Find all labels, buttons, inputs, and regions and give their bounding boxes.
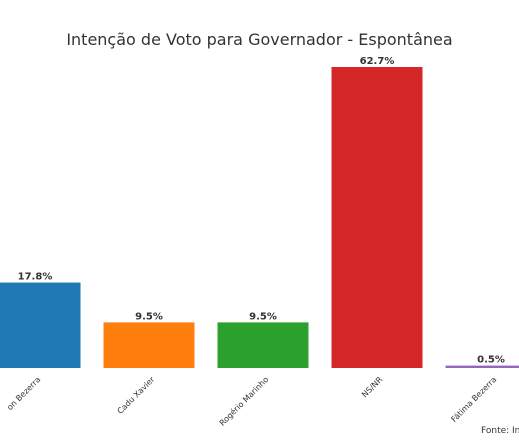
bar-2	[217, 322, 309, 368]
bar-1	[103, 322, 195, 368]
value-label-2: 9.5%	[249, 311, 277, 322]
x-tick-label-0: on Bezerra	[5, 375, 42, 412]
bar-4	[445, 365, 519, 368]
x-tick-label-4: Fátima Bezerra	[449, 375, 498, 424]
value-label-1: 9.5%	[135, 311, 163, 322]
x-tick-label-1: Cadu Xavier	[116, 375, 157, 416]
value-label-0: 17.8%	[18, 272, 53, 283]
x-tick-labels-layer: on Bezerra Cadu Xavier Rogério Marinho NS/N…	[5, 374, 498, 427]
value-label-4: 0.5%	[477, 355, 505, 366]
x-tick-label-2: Rogério Marinho	[217, 374, 270, 427]
bar-3	[331, 67, 423, 368]
bar-0	[0, 282, 81, 368]
bars-layer	[0, 67, 519, 368]
value-labels-layer: 17.8% 9.5% 9.5% 62.7% 0.5%	[18, 56, 505, 366]
value-label-3: 62.7%	[360, 56, 395, 67]
source-note: Fonte: In	[481, 426, 519, 436]
x-tick-label-3: NS/NR	[360, 375, 385, 400]
chart-title: Intenção de Voto para Governador - Espon…	[66, 30, 453, 49]
